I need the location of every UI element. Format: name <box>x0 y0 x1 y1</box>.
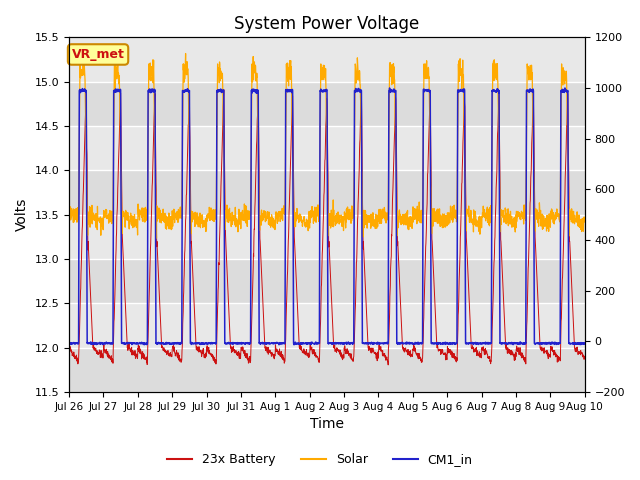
Title: System Power Voltage: System Power Voltage <box>234 15 420 33</box>
Bar <box>69 215 585 259</box>
Bar <box>69 37 585 82</box>
Bar <box>69 303 585 348</box>
Legend: 23x Battery, Solar, CM1_in: 23x Battery, Solar, CM1_in <box>163 448 477 471</box>
Bar <box>69 259 585 303</box>
Bar <box>69 170 585 215</box>
Bar <box>69 126 585 170</box>
X-axis label: Time: Time <box>310 418 344 432</box>
Bar <box>69 348 585 392</box>
Bar <box>69 82 585 126</box>
Y-axis label: Volts: Volts <box>15 198 29 231</box>
Text: VR_met: VR_met <box>72 48 125 61</box>
